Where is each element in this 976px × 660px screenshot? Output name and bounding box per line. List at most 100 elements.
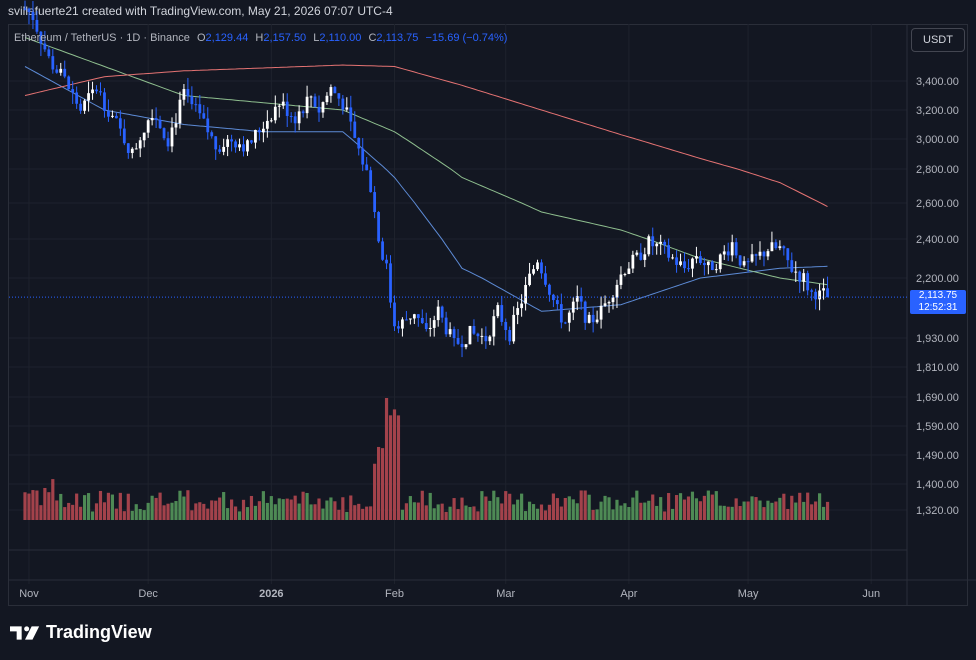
volume-bar	[162, 505, 166, 520]
volume-bar	[150, 495, 154, 520]
candle-body	[452, 329, 456, 339]
volume-bar	[214, 500, 218, 520]
candle-body	[476, 333, 480, 337]
candle-body	[277, 105, 281, 107]
candle-body	[234, 141, 237, 148]
candle-body	[134, 148, 138, 150]
candle-body	[43, 43, 47, 50]
volume-bar	[412, 502, 416, 520]
volume-bar	[420, 490, 424, 520]
volume-bar	[114, 508, 118, 520]
volume-bar	[59, 493, 63, 520]
tradingview-logo-icon	[10, 625, 40, 640]
candle-body	[186, 89, 190, 97]
candle-body	[99, 91, 102, 93]
candle-body	[103, 92, 106, 111]
volume-bar	[106, 492, 111, 520]
volume-bar	[500, 503, 504, 520]
candle-body	[214, 136, 218, 150]
volume-bar	[678, 493, 683, 520]
volume-bar	[520, 493, 524, 520]
y-tick-label: 2,800.00	[916, 164, 959, 176]
candle-body	[508, 330, 512, 342]
bar-countdown: 12:52:31	[918, 302, 958, 313]
volume-bar	[504, 491, 508, 520]
candle-body	[154, 117, 158, 120]
volume-bar	[746, 501, 750, 520]
volume-bar	[178, 490, 182, 520]
candle-body	[138, 140, 142, 149]
volume-bar	[639, 502, 643, 520]
tradingview-logo[interactable]: TradingView	[10, 622, 152, 643]
volume-bar	[587, 494, 591, 520]
candle-body	[63, 68, 67, 77]
chart-frame	[8, 24, 968, 606]
y-tick-label: 3,200.00	[916, 105, 959, 117]
candle-body	[412, 314, 416, 319]
candle-body	[742, 261, 746, 266]
volume-bar	[404, 503, 408, 520]
candle-body	[464, 344, 468, 348]
candle-body	[504, 321, 508, 331]
candle-body	[250, 140, 253, 143]
volume-bar	[388, 415, 393, 520]
candle-body	[802, 273, 806, 282]
candle-body	[746, 261, 750, 263]
volume-bar	[325, 500, 329, 520]
volume-bar	[786, 508, 790, 520]
volume-bar	[146, 502, 150, 520]
volume-bar	[563, 497, 567, 520]
volume-bar	[655, 505, 659, 520]
candle-body	[194, 104, 198, 106]
candle-body	[416, 314, 420, 318]
volume-bar	[424, 505, 428, 520]
candle-body	[309, 96, 313, 98]
volume-bar	[289, 499, 293, 520]
volume-bar	[110, 494, 114, 520]
candle-body	[496, 305, 500, 317]
volume-bar	[758, 500, 762, 520]
candle-body	[516, 308, 520, 315]
volume-bar	[539, 504, 544, 520]
candle-body	[361, 148, 365, 165]
y-tick-label: 1,690.00	[916, 392, 959, 404]
candle-body	[663, 241, 667, 246]
volume-bar	[444, 511, 448, 520]
close-label: C	[368, 32, 377, 44]
price-chart[interactable]: 3,400.00 3,200.00 3,000.00 2,800.00 2,600.00…	[0, 0, 976, 606]
candle-body	[182, 89, 186, 100]
candle-body	[575, 296, 579, 302]
currency-button[interactable]: USDT	[911, 28, 965, 52]
candle-body	[281, 101, 285, 106]
volume-bar	[305, 492, 309, 520]
candle-body	[810, 290, 814, 292]
candle-body	[83, 100, 86, 111]
volume-bar	[524, 511, 528, 520]
candle-body	[385, 259, 388, 264]
candle-body	[460, 343, 464, 348]
volume-bar	[75, 493, 79, 520]
y-tick-label: 2,200.00	[916, 273, 959, 285]
candle-body	[289, 115, 293, 117]
candle-body	[150, 117, 154, 121]
volume-bar	[448, 506, 452, 520]
candle-body	[822, 288, 825, 291]
candle-body	[436, 306, 440, 321]
volume-bar	[659, 497, 663, 520]
volume-bar	[138, 508, 142, 520]
candle-body	[548, 284, 551, 295]
candle-body	[683, 261, 686, 269]
candle-body	[95, 89, 98, 92]
volume-bar	[309, 504, 313, 520]
candle-body	[87, 93, 90, 101]
low-label: L	[313, 32, 320, 44]
candle-body	[190, 96, 194, 105]
candle-body	[599, 305, 603, 320]
candle-body	[297, 111, 301, 124]
candle-body	[679, 261, 682, 265]
candle-body	[238, 144, 241, 148]
candle-body	[615, 284, 619, 298]
candle-body	[579, 296, 583, 302]
volume-bar	[337, 509, 341, 520]
candle-body	[59, 68, 63, 73]
